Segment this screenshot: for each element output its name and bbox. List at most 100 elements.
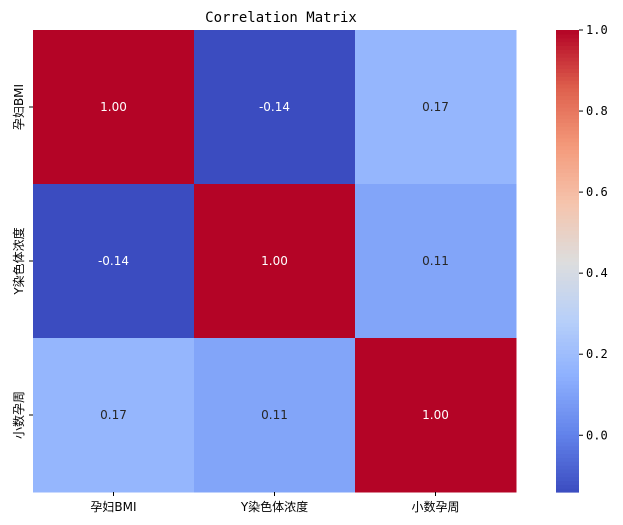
colorbar-segment (556, 291, 579, 297)
cell-value-label: 0.11 (422, 254, 449, 268)
colorbar-segment (556, 176, 579, 181)
colorbar-segment (556, 137, 579, 143)
colorbar-segment (556, 56, 579, 62)
colorbar-segment (556, 110, 579, 116)
colorbar-segment (556, 341, 579, 347)
colorbar-segment (556, 407, 579, 412)
colorbar-segment (556, 103, 579, 108)
colorbar-segment (556, 430, 579, 435)
colorbar-segment (556, 403, 579, 408)
colorbar-segment (556, 157, 579, 162)
colorbar-segment (556, 130, 579, 135)
colorbar-segment (556, 245, 579, 251)
cell-value-label: 0.17 (422, 100, 449, 114)
colorbar-segment (556, 384, 579, 389)
colorbar-segment (556, 284, 579, 289)
heatmap-cell (355, 338, 517, 493)
colorbar-segment (556, 465, 579, 470)
colorbar-segment (556, 345, 579, 351)
colorbar-segment (556, 168, 579, 174)
colorbar-segment (556, 449, 579, 455)
colorbar-segment (556, 234, 579, 239)
cell-value-label: 0.11 (261, 408, 288, 422)
x-axis-ticks: 孕妇BMI Y染色体浓度 小数孕周 (90, 492, 460, 514)
heatmap-cell (355, 30, 517, 185)
colorbar-segment (556, 80, 579, 85)
colorbar-segment (556, 299, 579, 304)
heatmap-cells: 1.00 -0.14 0.17 -0.14 1.00 0.11 0.17 0.11 1.00 (33, 30, 517, 493)
heatmap-cell (33, 30, 195, 185)
colorbar-segment (556, 33, 579, 39)
colorbar-segment (556, 261, 579, 266)
colorbar-segment (556, 264, 579, 270)
colorbar-segment (556, 164, 579, 170)
colorbar-tick-label: 0.2 (586, 347, 608, 361)
x-tick-label: 小数孕周 (411, 499, 459, 514)
heatmap-cell (33, 338, 195, 493)
colorbar-segment (556, 122, 579, 127)
colorbar-segment (556, 376, 579, 381)
colorbar-segment (556, 195, 579, 200)
colorbar-segment (556, 107, 579, 112)
colorbar-segment (556, 241, 579, 247)
colorbar-segment (556, 399, 579, 405)
colorbar-segment (556, 395, 579, 401)
colorbar-segment (556, 318, 579, 324)
colorbar-segment (556, 249, 579, 254)
colorbar-segment (556, 207, 579, 212)
heatmap-cell (194, 184, 356, 339)
colorbar-segment (556, 237, 579, 243)
colorbar-segment (556, 307, 579, 312)
colorbar-segment (556, 353, 579, 358)
colorbar-segment (556, 199, 579, 204)
colorbar-segment (556, 361, 579, 366)
colorbar-segment (556, 133, 579, 139)
colorbar-segment (556, 415, 579, 420)
colorbar-segment (556, 338, 579, 343)
colorbar-segment (556, 172, 579, 177)
cell-value-label: 1.00 (422, 408, 449, 422)
colorbar-segment (556, 145, 579, 150)
colorbar-segment (556, 210, 579, 216)
x-tick-label: 孕妇BMI (90, 500, 136, 514)
colorbar-segment (556, 280, 579, 285)
colorbar-segment (556, 160, 579, 166)
colorbar-tick-label: 0.6 (586, 185, 608, 199)
chart-title: Correlation Matrix (205, 10, 357, 26)
colorbar-segment (556, 453, 579, 458)
colorbar-segment (556, 41, 579, 46)
colorbar-segment (556, 357, 579, 362)
colorbar-segment (556, 83, 579, 89)
colorbar-segment (556, 334, 579, 339)
colorbar-segment (556, 468, 579, 474)
colorbar-segment (556, 441, 579, 447)
colorbar-segment (556, 438, 579, 443)
colorbar-segment (556, 480, 579, 485)
colorbar-segment (556, 222, 579, 227)
colorbar-segment (556, 99, 579, 104)
colorbar-segment (556, 330, 579, 335)
colorbar-segment (556, 488, 579, 493)
colorbar-segment (556, 60, 579, 66)
colorbar-segment (556, 91, 579, 97)
cell-value-label: 1.00 (261, 254, 288, 268)
colorbar-segment (556, 180, 579, 185)
colorbar-segment (556, 141, 579, 147)
colorbar-segment (556, 322, 579, 328)
colorbar-segment (556, 45, 579, 50)
cell-value-label: 1.00 (100, 100, 127, 114)
heatmap-cell (355, 184, 517, 339)
colorbar-segment (556, 149, 579, 154)
colorbar-segment (556, 349, 579, 354)
colorbar-segment (556, 461, 579, 466)
colorbar-segment (556, 303, 579, 308)
colorbar-segment (556, 391, 579, 397)
y-tick-label: 孕妇BMI (12, 84, 26, 130)
colorbar-segment (556, 364, 579, 370)
colorbar-segment (556, 372, 579, 378)
colorbar-segment (556, 326, 579, 331)
colorbar-segment (556, 311, 579, 316)
colorbar-segment (556, 314, 579, 320)
